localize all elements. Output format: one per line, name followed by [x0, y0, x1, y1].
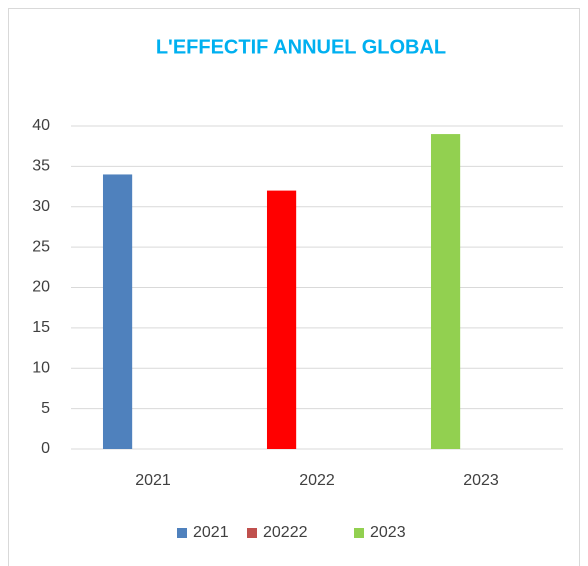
legend-swatch: [247, 528, 257, 538]
y-tick-label: 5: [41, 400, 50, 417]
legend-swatch: [354, 528, 364, 538]
y-tick-label: 30: [32, 198, 50, 215]
bar: [266, 190, 297, 449]
x-tick-label: 2023: [463, 472, 499, 489]
x-tick-label: 2021: [135, 472, 171, 489]
y-tick-label: 25: [32, 238, 50, 255]
legend-label: 20222: [263, 524, 308, 541]
legend-swatch: [177, 528, 187, 538]
y-tick-label: 10: [32, 359, 50, 376]
x-tick-label: 2022: [299, 472, 335, 489]
y-tick-label: 0: [41, 440, 50, 457]
y-tick-label: 40: [32, 117, 50, 134]
chart-title: L'EFFECTIF ANNUEL GLOBAL: [156, 36, 446, 58]
legend-label: 2023: [370, 524, 406, 541]
bar: [430, 134, 461, 449]
legend-label: 2021: [193, 524, 229, 541]
y-tick-label: 15: [32, 319, 50, 336]
y-tick-label: 20: [32, 279, 50, 296]
bar: [102, 174, 133, 449]
y-tick-label: 35: [32, 158, 50, 175]
